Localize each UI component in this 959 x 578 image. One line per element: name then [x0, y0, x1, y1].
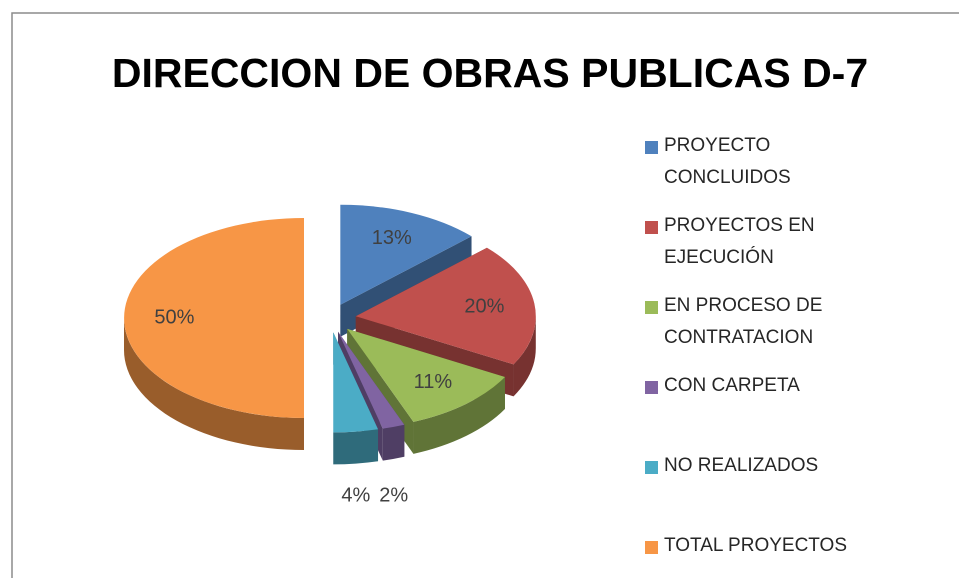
legend-swatch — [645, 541, 658, 554]
data-label: 4% — [341, 484, 370, 506]
legend-swatch — [645, 221, 658, 234]
data-label: 11% — [414, 371, 453, 393]
slice-group — [333, 332, 379, 465]
chart-title: DIRECCION DE OBRAS PUBLICAS D-7 — [112, 50, 868, 96]
legend-item: CON CARPETA — [645, 375, 945, 402]
data-label: 20% — [464, 295, 504, 317]
slice — [333, 332, 379, 433]
slice-group — [124, 218, 304, 450]
legend-item: PROYECTOS EN EJECUCIÓN — [645, 215, 945, 274]
slice-side — [124, 318, 304, 450]
legend-item: PROYECTO CONCLUIDOS — [645, 135, 945, 194]
legend-swatch — [645, 381, 658, 394]
slice-side — [413, 377, 505, 454]
legend-label: TOTAL PROYECTOS — [664, 535, 848, 556]
slice — [340, 204, 472, 305]
legend-swatch — [645, 301, 658, 314]
legend-label: PROYECTO CONCLUIDOS — [664, 135, 791, 188]
legend-label: EN PROCESO DE CONTRATACION — [664, 295, 828, 348]
legend-label: CON CARPETA — [664, 375, 800, 396]
slice-side — [513, 316, 536, 397]
data-label: 13% — [372, 227, 412, 249]
legend-label: PROYECTOS EN EJECUCIÓN — [664, 215, 820, 268]
legend-label: NO REALIZADOS — [664, 455, 819, 476]
legend-swatch — [645, 141, 658, 154]
legend-item: TOTAL PROYECTOS — [645, 535, 945, 562]
slice — [338, 331, 405, 429]
legend-item: EN PROCESO DE CONTRATACION — [645, 295, 945, 354]
slice — [124, 218, 304, 418]
slice-side — [382, 424, 405, 461]
slice — [347, 328, 505, 422]
data-label: 2% — [379, 484, 408, 506]
legend-swatch — [645, 461, 658, 474]
slice-side — [333, 429, 379, 465]
legend-item: NO REALIZADOS — [645, 455, 945, 482]
chart-frame — [11, 12, 959, 578]
data-label: 50% — [154, 306, 194, 328]
slice — [355, 247, 536, 365]
